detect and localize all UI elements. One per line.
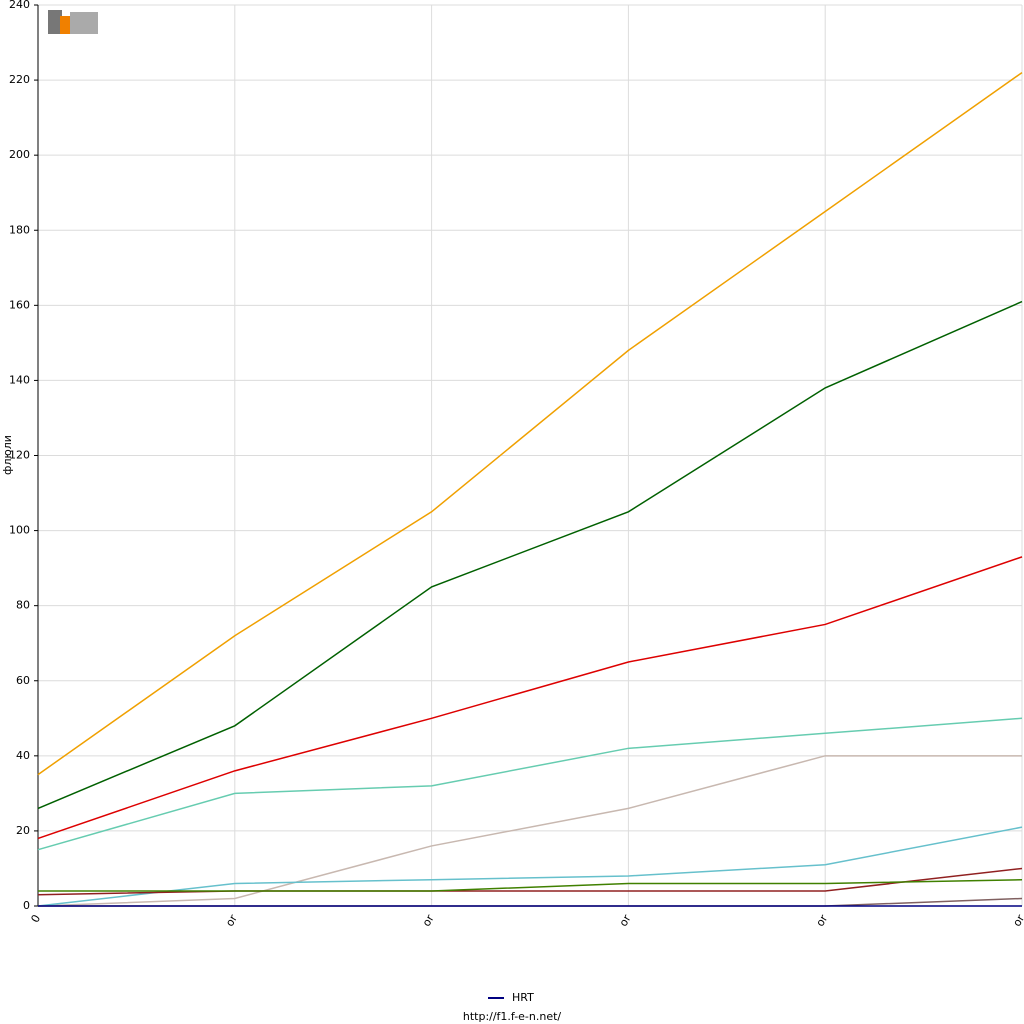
x-tick-label: 0 [28,913,43,926]
y-tick-label: 160 [9,298,30,311]
y-tick-label: 240 [9,0,30,11]
series-line [37,300,1023,810]
series-line [37,556,1023,840]
y-tick-label: 80 [16,599,30,612]
series-line [38,897,1023,907]
y-axis-label: флюли [1,435,14,475]
y-tick-label: 200 [9,148,30,161]
series-line [38,878,1023,892]
series-line [37,717,1023,851]
legend-label: HRT [512,991,534,1004]
logo [48,10,98,34]
x-tick-label: or [420,912,437,929]
series-line [37,71,1023,776]
x-tick-label: or [617,912,634,929]
x-tick-label: or [814,912,831,929]
y-tick-label: 60 [16,674,30,687]
y-tick-label: 140 [9,373,30,386]
y-tick-label: 20 [16,824,30,837]
y-tick-label: 100 [9,524,30,537]
series-line [37,826,1023,907]
y-tick-label: 220 [9,73,30,86]
footer: http://f1.f-e-n.net/ [463,1010,562,1023]
y-tick-label: 120 [9,449,30,462]
y-tick-label: 0 [23,899,30,912]
x-tick-label: or [1010,912,1024,929]
y-tick-label: 180 [9,223,30,236]
x-tick-label: or [223,912,240,929]
series-line [37,755,1022,907]
y-tick-label: 40 [16,749,30,762]
